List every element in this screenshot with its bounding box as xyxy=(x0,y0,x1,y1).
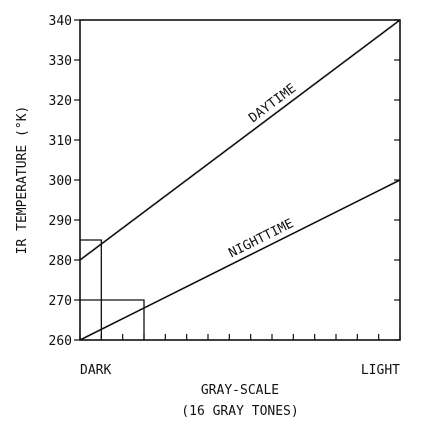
x-axis-ticks xyxy=(79,334,401,340)
y-tick-label: 340 xyxy=(49,14,72,29)
guide-line xyxy=(80,299,145,340)
y-tick-label: 280 xyxy=(49,254,72,269)
x-axis-light-label: LIGHT xyxy=(361,363,400,378)
x-axis-dark-label: DARK xyxy=(80,363,111,378)
y-axis-label: IR TEMPERATURE (°K) xyxy=(15,106,30,255)
y-tick-label: 260 xyxy=(49,334,72,349)
guide-line xyxy=(80,239,102,340)
reading-guides xyxy=(80,239,145,340)
series-labels: DAYTIME NIGHTTIME xyxy=(226,81,299,261)
y-tick-label: 300 xyxy=(49,174,72,189)
x-axis-label: GRAY-SCALE xyxy=(201,383,279,398)
y-tick-label: 290 xyxy=(49,214,72,229)
y-tick-label: 310 xyxy=(49,134,72,149)
plot-frame-group xyxy=(79,19,401,341)
series-lines xyxy=(79,19,401,341)
series-line-nighttime xyxy=(79,179,401,341)
series-label-nighttime: NIGHTTIME xyxy=(226,216,296,261)
series-line-daytime xyxy=(79,19,401,261)
y-axis-ticks: 260 270 280 290 300 310 320 330 340 xyxy=(49,14,400,349)
y-tick-label: 320 xyxy=(49,94,72,109)
y-tick-label: 270 xyxy=(49,294,72,309)
series-label-daytime: DAYTIME xyxy=(246,81,299,126)
y-tick-label: 330 xyxy=(49,54,72,69)
x-axis-sublabel: (16 GRAY TONES) xyxy=(181,404,298,419)
plot-frame xyxy=(79,19,401,341)
